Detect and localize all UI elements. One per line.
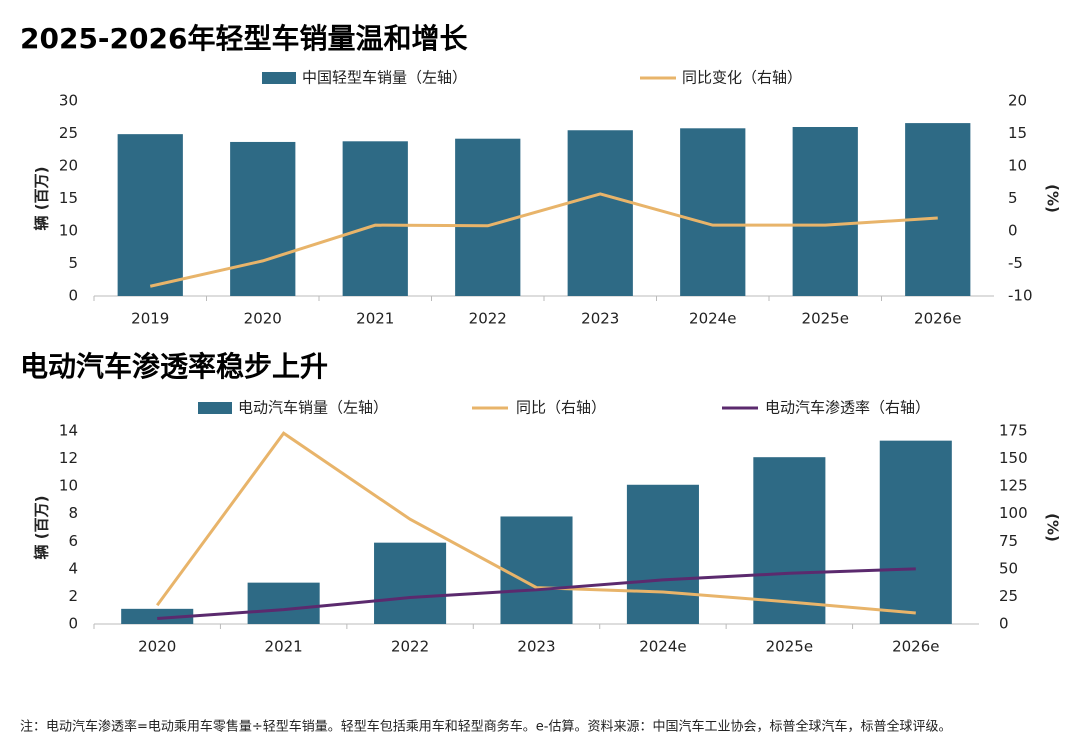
bar [567, 130, 633, 296]
y2-tick-label: 25 [999, 587, 1018, 605]
legend-label: 电动汽车销量（左轴） [238, 399, 388, 417]
y2-tick-label: 150 [999, 449, 1028, 467]
x-tick-label: 2026e [914, 310, 961, 328]
x-tick-label: 2024e [689, 310, 736, 328]
y2-axis-title: (%) [1044, 184, 1062, 213]
x-tick-label: 2021 [265, 638, 303, 656]
y-tick-label: 25 [59, 124, 78, 142]
bar [905, 123, 971, 296]
legend-label: 同比变化（右轴） [682, 69, 802, 87]
y-tick-label: 8 [68, 504, 78, 522]
y-tick-label: 5 [68, 254, 78, 272]
legend-swatch [262, 72, 296, 84]
y2-tick-label: 0 [999, 615, 1009, 633]
y-axis-title: 辆 (百万) [33, 496, 51, 560]
y2-tick-label: -10 [1008, 287, 1033, 305]
legend-label: 电动汽车渗透率（右轴） [765, 399, 930, 417]
legend-label: 同比（右轴） [516, 399, 606, 417]
line [156, 431, 916, 615]
y-tick-label: 0 [68, 615, 78, 633]
y2-tick-label: 125 [999, 477, 1028, 495]
y2-tick-label: 75 [999, 532, 1018, 550]
x-tick-label: 2026e [892, 638, 939, 656]
bar [121, 608, 194, 624]
y-tick-label: 30 [59, 92, 78, 110]
x-tick-label: 2022 [469, 310, 507, 328]
y-tick-label: 6 [68, 532, 78, 550]
bar [117, 134, 183, 296]
bar [230, 141, 296, 296]
y2-tick-label: 10 [1008, 157, 1027, 175]
y-tick-label: 4 [68, 559, 78, 577]
line [149, 192, 938, 288]
bar [500, 516, 573, 624]
y2-tick-label: 15 [1008, 124, 1027, 142]
y-tick-label: 10 [59, 222, 78, 240]
y2-tick-label: 50 [999, 559, 1018, 577]
x-tick-label: 2025e [802, 310, 849, 328]
x-tick-label: 2022 [391, 638, 429, 656]
bar [342, 141, 408, 296]
x-tick-label: 2023 [517, 638, 555, 656]
y2-tick-label: -5 [1008, 254, 1023, 272]
y-tick-label: 14 [59, 422, 78, 440]
y2-axis-title: (%) [1044, 513, 1062, 542]
x-tick-label: 2024e [639, 638, 686, 656]
y-tick-label: 15 [59, 189, 78, 207]
x-tick-label: 2021 [356, 310, 394, 328]
y2-tick-label: 175 [999, 422, 1028, 440]
bar [374, 542, 447, 624]
y-tick-label: 10 [59, 477, 78, 495]
y2-tick-label: 0 [1008, 222, 1018, 240]
y2-tick-label: 20 [1008, 92, 1027, 110]
bar [680, 128, 746, 296]
x-tick-label: 2019 [131, 310, 169, 328]
legend-swatch [198, 402, 232, 414]
bar [792, 127, 858, 296]
x-tick-label: 2020 [138, 638, 176, 656]
legend-label: 中国轻型车销量（左轴） [302, 69, 467, 87]
y-tick-label: 2 [68, 587, 78, 605]
x-tick-label: 2023 [581, 310, 619, 328]
y-tick-label: 0 [68, 287, 78, 305]
y-tick-label: 12 [59, 449, 78, 467]
y-tick-label: 20 [59, 157, 78, 175]
footnote: 注：电动汽车渗透率=电动乘用车零售量÷轻型车销量。轻型车包括乘用车和轻型商务车。… [20, 719, 951, 735]
line [157, 567, 916, 620]
bar [753, 457, 826, 624]
bar [455, 138, 521, 296]
chart-title: 2025-2026年轻型车销量温和增长 [20, 22, 467, 55]
chart-title: 电动汽车渗透率稳步上升 [20, 350, 328, 383]
y-axis-title: 辆 (百万) [33, 167, 51, 231]
x-tick-label: 2025e [766, 638, 813, 656]
y2-tick-label: 5 [1008, 189, 1018, 207]
x-tick-label: 2020 [244, 310, 282, 328]
bar [247, 582, 320, 624]
bar [879, 440, 952, 624]
bar [626, 484, 699, 624]
y2-tick-label: 100 [999, 504, 1028, 522]
